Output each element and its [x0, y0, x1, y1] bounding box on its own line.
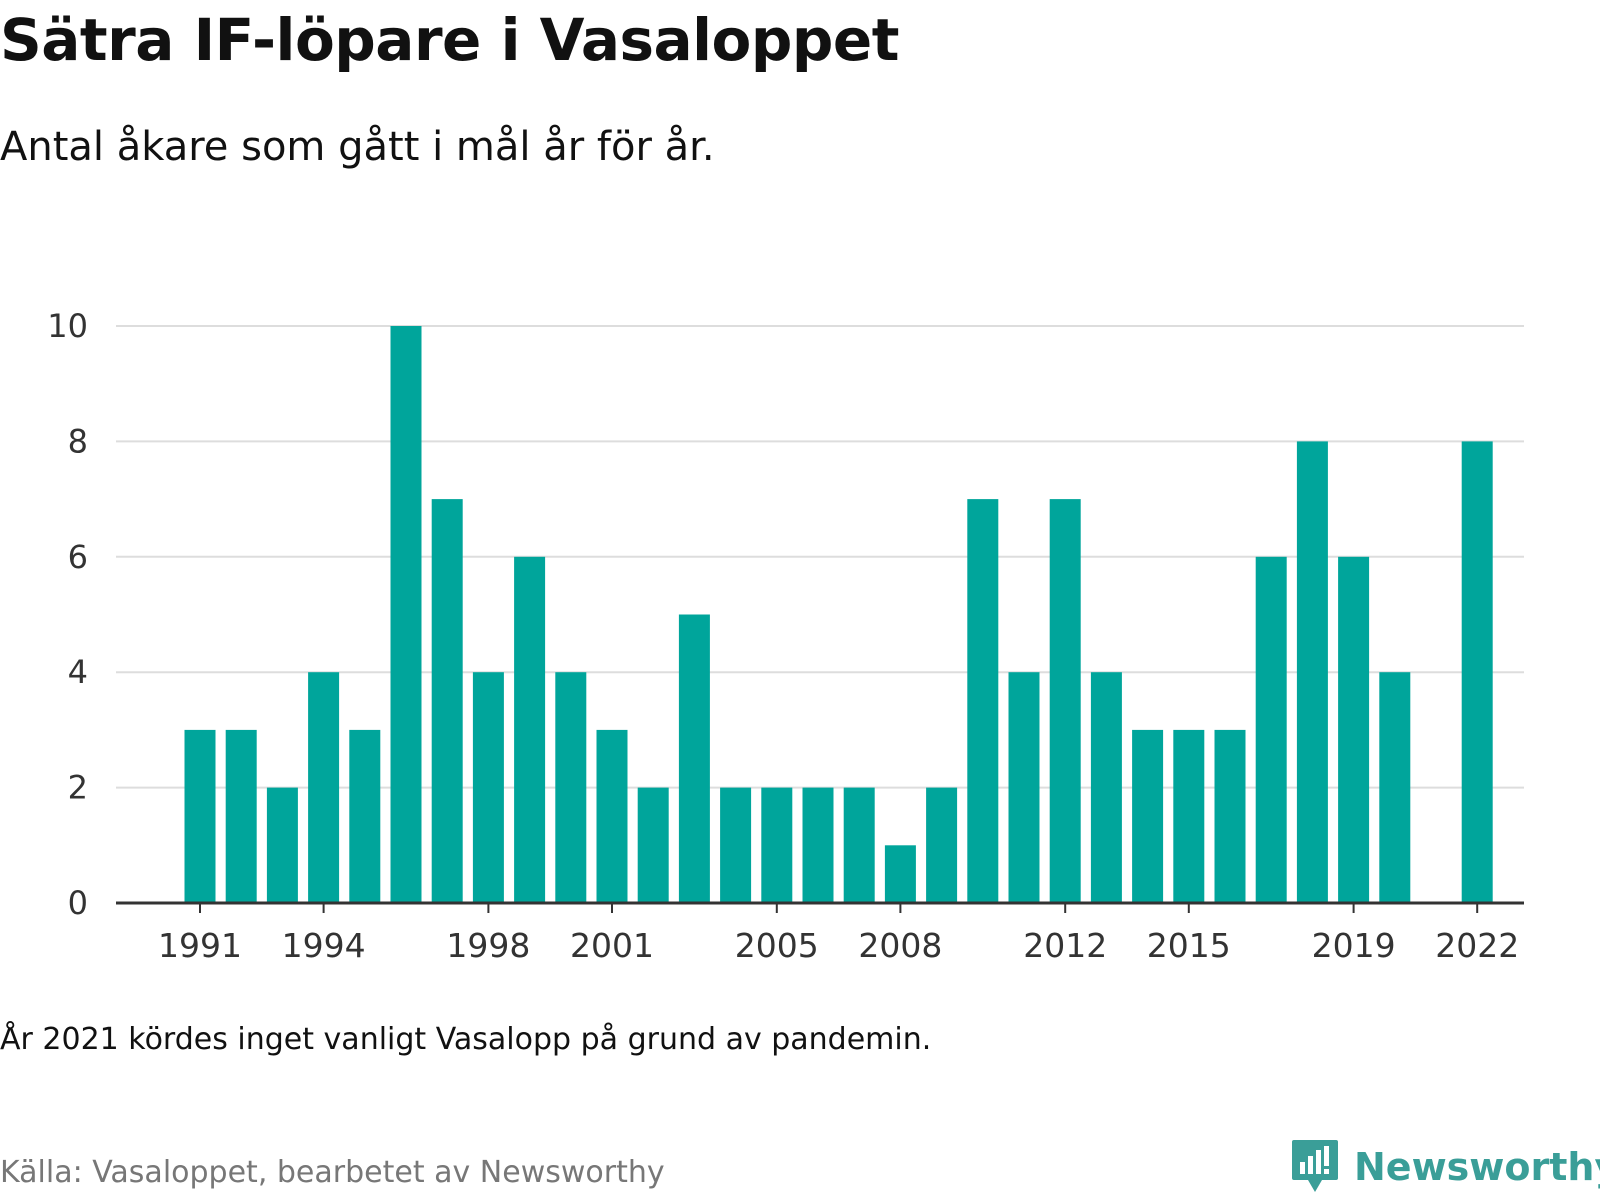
y-tick-label: 0	[68, 884, 88, 922]
bar-2005	[761, 787, 793, 903]
bar-1994	[308, 672, 340, 903]
bar-2017	[1255, 556, 1287, 903]
bar-2003	[678, 614, 710, 903]
y-tick-label: 2	[68, 769, 88, 807]
bar-2006	[802, 787, 834, 903]
x-tick-label: 1994	[282, 926, 366, 965]
bar-2020	[1379, 672, 1411, 903]
bar-2002	[637, 787, 669, 903]
x-tick-label: 2005	[735, 926, 819, 965]
bar-2014	[1132, 729, 1164, 903]
chart-title: Sätra IF-löpare i Vasaloppet	[0, 6, 900, 74]
bar-2022	[1461, 441, 1493, 903]
bar-1999	[514, 556, 546, 903]
bar-1997	[431, 499, 463, 903]
bar-2000	[555, 672, 587, 903]
chart-subtitle: Antal åkare som gått i mål år för år.	[0, 124, 715, 170]
y-tick-label: 10	[47, 307, 88, 345]
bar-2013	[1090, 672, 1122, 903]
bar-2004	[720, 787, 752, 903]
bar-2009	[926, 787, 958, 903]
bar-2012	[1049, 499, 1081, 903]
x-tick-label: 2019	[1312, 926, 1396, 965]
x-tick-label: 2022	[1435, 926, 1519, 965]
bar-2010	[967, 499, 999, 903]
bar-2015	[1173, 729, 1205, 903]
bar-2018	[1296, 441, 1328, 903]
bar-2019	[1338, 556, 1370, 903]
y-tick-label: 8	[68, 422, 88, 460]
bar-1996	[390, 326, 422, 903]
newsworthy-logo: Newsworthy	[1290, 1138, 1600, 1196]
bar-1991	[184, 729, 216, 903]
bar-2011	[1008, 672, 1040, 903]
bar-1998	[472, 672, 504, 903]
x-tick-label: 1998	[446, 926, 530, 965]
bar-chart: 0 2 4 6 8 10 1991 1994 1998 2001 2005 2008 2012 2015 2…	[47, 307, 1524, 965]
bar-1992	[225, 729, 257, 903]
x-tick-label: 2012	[1023, 926, 1107, 965]
bar-2016	[1214, 729, 1246, 903]
source-text: Källa: Vasaloppet, bearbetet av Newswort…	[0, 1155, 665, 1190]
x-tick-label: 1991	[158, 926, 242, 965]
bar-2001	[596, 729, 628, 903]
chart-note: År 2021 kördes inget vanligt Vasalopp på…	[0, 1022, 932, 1057]
x-tick-label: 2001	[570, 926, 654, 965]
x-tick-label: 2015	[1147, 926, 1231, 965]
newsworthy-logo-icon	[1292, 1140, 1338, 1192]
bar-1993	[266, 787, 298, 903]
y-tick-label: 4	[68, 653, 88, 691]
x-tick-label: 2008	[858, 926, 942, 965]
bar-2007	[843, 787, 875, 903]
bar-2008	[884, 845, 916, 903]
y-tick-label: 6	[68, 538, 88, 576]
bar-1995	[349, 729, 381, 903]
logo-text: Newsworthy	[1354, 1145, 1600, 1189]
